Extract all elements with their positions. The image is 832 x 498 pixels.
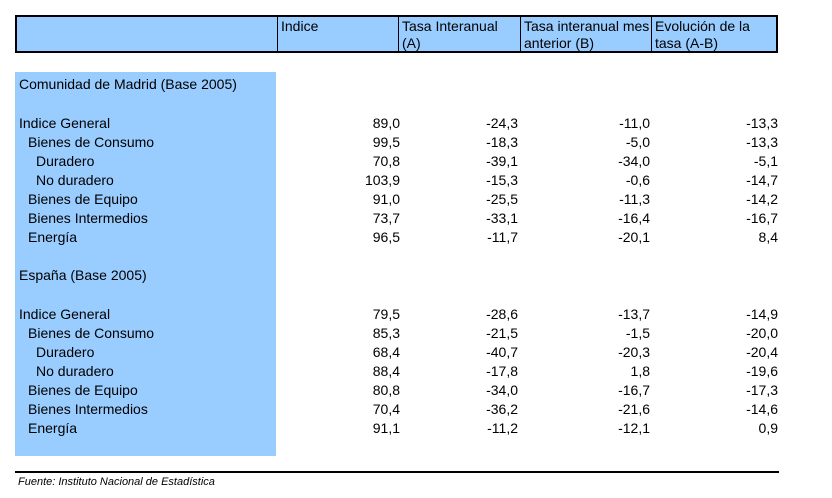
cell-indice: 80,8 [372, 382, 400, 398]
cell-tasa-a: -40,7 [486, 344, 518, 360]
cell-indice: 79,5 [372, 306, 400, 322]
row-label: Duradero [36, 344, 95, 360]
cell-evolucion: -13,3 [746, 115, 778, 131]
row-label: No duradero [36, 172, 114, 188]
source-note: Fuente: Instituto Nacional de Estadístic… [18, 476, 215, 488]
cell-tasa-a: -21,5 [486, 325, 518, 341]
cell-tasa-a: -39,1 [486, 153, 518, 169]
table-bottom-rule [15, 471, 779, 473]
header-cell-tasa-interanual: Tasa Interanual (A) [398, 17, 520, 51]
cell-indice: 91,0 [372, 191, 400, 207]
row-label: Indice General [19, 306, 111, 322]
cell-evolucion: -14,2 [746, 191, 778, 207]
table-row: Bienes de Consumo 99,5 -18,3 -5,0 -13,3 [0, 133, 832, 152]
cell-evolucion: -13,3 [746, 134, 778, 150]
cell-tasa-b: -34,0 [618, 153, 650, 169]
cell-tasa-a: -25,5 [486, 191, 518, 207]
cell-evolucion: -14,6 [746, 401, 778, 417]
cell-indice: 70,8 [372, 153, 400, 169]
section-title-espana: España (Base 2005) [0, 266, 832, 285]
cell-evolucion: 8,4 [758, 229, 778, 245]
cell-indice: 89,0 [372, 115, 400, 131]
cell-tasa-a: -11,7 [487, 229, 518, 245]
table-header: Indice Tasa Interanual (A) Tasa interanu… [15, 15, 778, 53]
cell-evolucion: -20,4 [746, 344, 778, 360]
table-row: Indice General 89,0 -24,3 -11,0 -13,3 [0, 114, 832, 133]
table-row: Energía 96,5 -11,7 -20,1 8,4 [0, 228, 832, 247]
cell-tasa-b: -0,6 [625, 172, 650, 188]
cell-tasa-b: -16,4 [618, 210, 650, 226]
cell-tasa-b: -16,7 [618, 382, 650, 398]
table-row: Bienes de Consumo 85,3 -21,5 -1,5 -20,0 [0, 324, 832, 343]
cell-tasa-b: -20,1 [618, 229, 650, 245]
section-title-madrid: Comunidad de Madrid (Base 2005) [0, 75, 832, 94]
cell-tasa-b: -1,5 [625, 325, 650, 341]
cell-tasa-b: -21,6 [618, 401, 650, 417]
cell-tasa-a: -28,6 [486, 306, 518, 322]
cell-tasa-a: -34,0 [486, 382, 518, 398]
table-row: No duradero 103,9 -15,3 -0,6 -14,7 [0, 171, 832, 190]
table-row: Indice General 79,5 -28,6 -13,7 -14,9 [0, 305, 832, 324]
table-row: No duradero 88,4 -17,8 1,8 -19,6 [0, 362, 832, 381]
cell-tasa-b: -5,0 [625, 134, 650, 150]
table-row: Bienes Intermedios 73,7 -33,1 -16,4 -16,… [0, 209, 832, 228]
row-label-band [15, 72, 276, 456]
row-label: Energía [28, 420, 78, 436]
cell-tasa-b: 1,8 [630, 363, 650, 379]
cell-tasa-a: -15,3 [486, 172, 518, 188]
cell-indice: 73,7 [372, 210, 400, 226]
cell-evolucion: -16,7 [746, 210, 778, 226]
cell-indice: 70,4 [372, 401, 400, 417]
cell-tasa-a: -11,2 [487, 420, 518, 436]
row-label: Bienes Intermedios [28, 401, 148, 417]
row-label: Bienes de Consumo [28, 134, 155, 150]
cell-evolucion: 0,9 [758, 420, 778, 436]
cell-indice: 88,4 [372, 363, 400, 379]
cell-evolucion: -14,9 [746, 306, 778, 322]
section-title-text: Comunidad de Madrid (Base 2005) [19, 76, 237, 92]
cell-evolucion: -14,7 [746, 172, 778, 188]
row-label: Bienes de Equipo [28, 382, 138, 398]
cell-tasa-a: -18,3 [486, 134, 518, 150]
header-cell-indice: Indice [277, 17, 398, 51]
section-title-text: España (Base 2005) [19, 267, 147, 283]
cell-tasa-b: -11,0 [619, 115, 650, 131]
cell-tasa-a: -33,1 [486, 210, 518, 226]
table-row: Duradero 68,4 -40,7 -20,3 -20,4 [0, 343, 832, 362]
table-row: Bienes Intermedios 70,4 -36,2 -21,6 -14,… [0, 400, 832, 419]
table-row: Duradero 70,8 -39,1 -34,0 -5,1 [0, 152, 832, 171]
cell-tasa-a: -36,2 [486, 401, 518, 417]
row-label: Energía [28, 229, 78, 245]
cell-indice: 103,9 [364, 172, 400, 188]
cell-indice: 99,5 [372, 134, 400, 150]
row-label: Bienes de Consumo [28, 325, 155, 341]
cell-indice: 68,4 [372, 344, 400, 360]
row-label: Bienes de Equipo [28, 191, 138, 207]
table-row: Bienes de Equipo 91,0 -25,5 -11,3 -14,2 [0, 190, 832, 209]
row-label: Bienes Intermedios [28, 210, 148, 226]
table-row: Energía 91,1 -11,2 -12,1 0,9 [0, 419, 832, 438]
cell-evolucion: -19,6 [746, 363, 778, 379]
cell-tasa-b: -13,7 [618, 306, 650, 322]
cell-indice: 85,3 [372, 325, 400, 341]
cell-indice: 96,5 [372, 229, 400, 245]
cell-tasa-b: -11,3 [619, 191, 650, 207]
header-cell-tasa-mes-anterior: Tasa interanual mes anterior (B) [520, 17, 651, 51]
cell-tasa-b: -12,1 [618, 420, 650, 436]
cell-tasa-a: -24,3 [486, 115, 518, 131]
table-row: Bienes de Equipo 80,8 -34,0 -16,7 -17,3 [0, 381, 832, 400]
cell-evolucion: -20,0 [746, 325, 778, 341]
header-cell-evolucion: Evolución de la tasa (A-B) [651, 17, 776, 51]
cell-tasa-b: -20,3 [618, 344, 650, 360]
cell-indice: 91,1 [372, 420, 400, 436]
row-label: Duradero [36, 153, 95, 169]
cell-evolucion: -5,1 [753, 153, 778, 169]
row-label: No duradero [36, 363, 114, 379]
cell-evolucion: -17,3 [746, 382, 778, 398]
row-label: Indice General [19, 115, 111, 131]
cell-tasa-a: -17,8 [486, 363, 518, 379]
